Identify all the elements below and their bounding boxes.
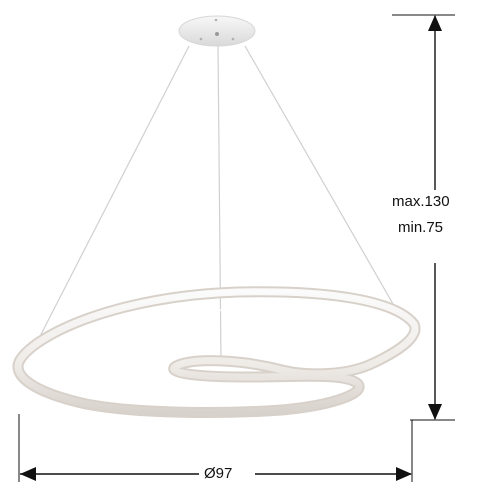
spiral-light-ring bbox=[12, 286, 421, 418]
ceiling-canopy bbox=[178, 15, 256, 47]
diameter-label: Ø97 bbox=[202, 465, 235, 482]
maximum-height-label: max.130 bbox=[392, 193, 450, 210]
height-dimension-line bbox=[392, 14, 455, 421]
minimum-height-label: min.75 bbox=[398, 219, 444, 236]
diameter-dimension-line bbox=[18, 414, 413, 482]
